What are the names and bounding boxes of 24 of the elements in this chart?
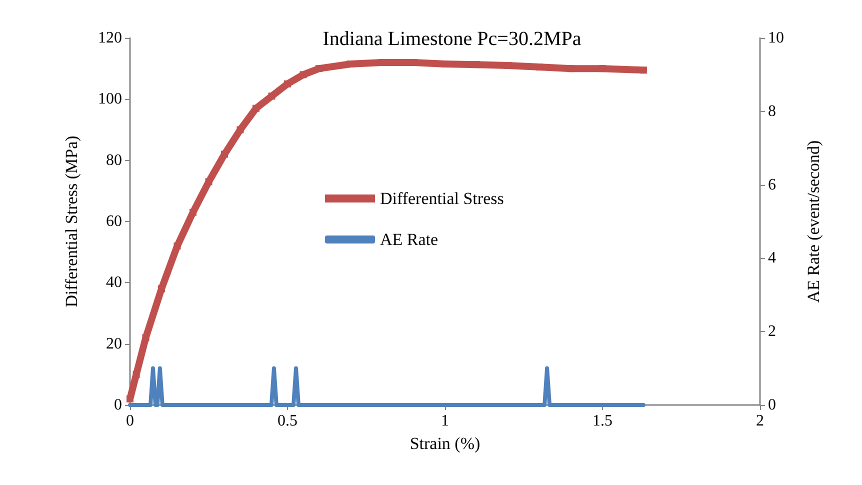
y-tick-label: 0 bbox=[114, 396, 122, 414]
y2-tick-label: 0 bbox=[768, 396, 776, 414]
x-tick-label: 0.5 bbox=[278, 412, 298, 430]
y2-tick-label: 10 bbox=[768, 30, 784, 46]
x-tick-label: 2 bbox=[756, 412, 764, 430]
y-axis-title: Differential Stress (MPa) bbox=[62, 136, 81, 308]
y-tick-label: 40 bbox=[106, 274, 122, 292]
y2-tick-label: 6 bbox=[768, 176, 776, 194]
y2-tick-label: 2 bbox=[768, 323, 776, 340]
legend-label: Differential Stress bbox=[380, 189, 504, 208]
legend-label: AE Rate bbox=[380, 230, 438, 249]
y-tick-label: 20 bbox=[106, 335, 122, 352]
x-axis-title: Strain (%) bbox=[410, 434, 480, 453]
x-tick-label: 1.5 bbox=[592, 412, 612, 430]
y-tick-label: 120 bbox=[98, 30, 122, 46]
x-tick-label: 1 bbox=[441, 412, 449, 430]
y2-tick-label: 8 bbox=[768, 102, 776, 120]
x-tick-label: 0 bbox=[126, 412, 134, 430]
y2-tick-label: 4 bbox=[768, 250, 776, 267]
y-tick-label: 100 bbox=[98, 90, 122, 108]
y2-axis-title: AE Rate (event/second) bbox=[804, 140, 823, 303]
chart-title: Indiana Limestone Pc=30.2MPa bbox=[322, 28, 582, 50]
y-tick-label: 80 bbox=[106, 152, 122, 169]
y-tick-label: 60 bbox=[106, 213, 122, 230]
